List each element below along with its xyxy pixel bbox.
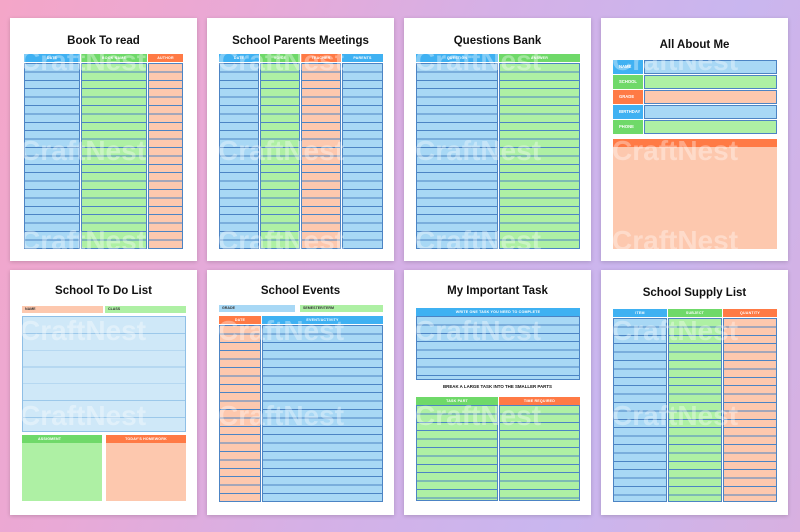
todo-list[interactable] xyxy=(22,316,186,432)
table-column-author[interactable] xyxy=(148,63,183,249)
table-column-question[interactable] xyxy=(416,63,498,249)
table-column-teacher[interactable] xyxy=(301,63,341,249)
class-field[interactable] xyxy=(105,306,186,313)
field-phone[interactable] xyxy=(644,120,777,134)
field-name[interactable] xyxy=(644,60,777,74)
table-column-voice[interactable] xyxy=(260,63,300,249)
page-title: School To Do List xyxy=(55,285,152,297)
table-column-date[interactable] xyxy=(24,63,80,249)
table-column-parents[interactable] xyxy=(342,63,383,249)
column-header: AUTHOR xyxy=(148,54,183,62)
table-column-answer[interactable] xyxy=(499,63,580,249)
page-title: My Important Task xyxy=(447,285,548,297)
table-column-date[interactable] xyxy=(219,63,259,249)
page-my-important-task: My Important Task WRITE ONE TASK YOU NEE… xyxy=(404,270,591,515)
table-column-item[interactable] xyxy=(613,318,667,502)
page-title: All About Me xyxy=(659,39,730,51)
field-school[interactable] xyxy=(644,75,777,89)
page-all-about-me: All About Me NAME SCHOOL GRADE BIRTHDAY … xyxy=(601,18,788,261)
column-header: QUESTION xyxy=(416,54,498,62)
assignment-header: ASSIGMENT xyxy=(22,435,102,443)
homework-area[interactable] xyxy=(106,443,186,501)
name-label: NAME xyxy=(25,307,36,311)
break-task-text: BREAK A LARGE TASK INTO THE SMALLER PART… xyxy=(443,384,552,389)
field-birthday[interactable] xyxy=(644,105,777,119)
column-header: ANSWER xyxy=(499,54,580,62)
column-header: ITEM xyxy=(613,309,667,317)
name-field[interactable] xyxy=(22,306,103,313)
grade-field[interactable] xyxy=(219,305,295,312)
homework-header: TODAY'S HOMEWORK xyxy=(106,435,186,443)
table-column-quantity[interactable] xyxy=(723,318,777,502)
column-header: SUBJECT xyxy=(668,309,722,317)
field-label-grade: GRADE xyxy=(613,90,643,104)
page-book-to-read: Book To read DATE BOOK NAME AUTHOR xyxy=(10,18,197,261)
page-title: School Parents Meetings xyxy=(232,35,369,47)
class-label: CLASS xyxy=(108,307,121,311)
grade-label: GRADE xyxy=(222,306,235,310)
page-title: School Events xyxy=(260,285,341,297)
field-label-name: NAME xyxy=(613,60,643,74)
column-header: PARENTS xyxy=(342,54,383,62)
page-school-events: School Events GRADE SEMESTER/TERM DATE E… xyxy=(207,270,394,515)
page-title: Book To read xyxy=(67,35,140,47)
page-questions-bank: Questions Bank QUESTION ANSWER xyxy=(404,18,591,261)
column-header: TEACHER xyxy=(301,54,341,62)
write-task-header: WRITE ONE TASK YOU NEED TO COMPLETE xyxy=(416,308,580,316)
notes-header-bar xyxy=(613,139,777,147)
field-grade[interactable] xyxy=(644,90,777,104)
page-school-to-do-list: School To Do List NAME CLASS ASSIGMENT T… xyxy=(10,270,197,515)
semester-field[interactable] xyxy=(300,305,383,312)
column-header: DATE xyxy=(219,316,261,324)
table-column-date[interactable] xyxy=(219,325,261,502)
write-task-rows[interactable] xyxy=(416,316,580,380)
page-school-parents-meetings: School Parents Meetings DATE VOICE TEACH… xyxy=(207,18,394,261)
column-header: DATE xyxy=(24,54,80,62)
column-header: DATE xyxy=(219,54,259,62)
field-label-birthday: BIRTHDAY xyxy=(613,105,643,119)
table-column-time-required[interactable] xyxy=(499,405,580,501)
column-header: QUANTITY xyxy=(723,309,777,317)
table-column-book-name[interactable] xyxy=(81,63,147,249)
table-column-task-part[interactable] xyxy=(416,405,498,501)
notes-area[interactable] xyxy=(613,147,777,249)
column-header: BOOK NAME xyxy=(81,54,147,62)
field-label-phone: PHONE xyxy=(613,120,643,134)
page-school-supply-list: School Supply List ITEM SUBJECT QUANTITY xyxy=(601,270,788,515)
column-header: TIME REQUIRED xyxy=(499,397,580,405)
column-header: EVENT/ACTIVITY xyxy=(262,316,383,324)
assignment-area[interactable] xyxy=(22,443,102,501)
field-label-school: SCHOOL xyxy=(613,75,643,89)
column-header: VOICE xyxy=(260,54,300,62)
page-title: School Supply List xyxy=(642,287,747,299)
column-header: TASK PART xyxy=(416,397,498,405)
semester-label: SEMESTER/TERM xyxy=(303,306,334,310)
table-column-subject[interactable] xyxy=(668,318,722,502)
table-column-event[interactable] xyxy=(262,325,383,502)
page-title: Questions Bank xyxy=(453,35,542,47)
